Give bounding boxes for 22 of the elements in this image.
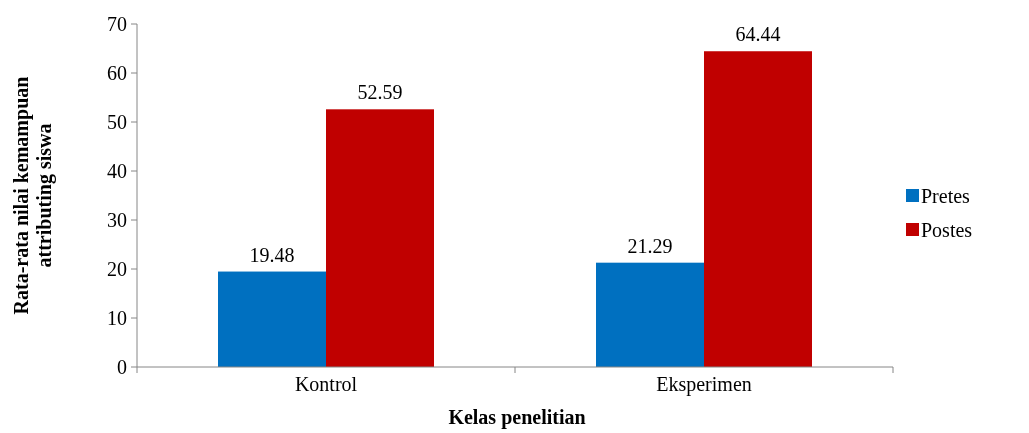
y-tick-label: 10 bbox=[107, 307, 127, 329]
bar bbox=[596, 262, 704, 367]
y-tick-label: 30 bbox=[107, 209, 127, 231]
y-tick-label: 40 bbox=[107, 160, 127, 182]
data-label: 19.48 bbox=[249, 243, 295, 266]
y-tick-label: 60 bbox=[107, 62, 127, 84]
data-label: 52.59 bbox=[357, 81, 403, 104]
y-tick-label: 20 bbox=[107, 258, 127, 280]
y-axis-title: Rata-rata nilai kemampuan attributing siswa bbox=[10, 76, 56, 315]
x-tick-label: Eksperimen bbox=[656, 373, 752, 396]
y-tick-label: 0 bbox=[117, 356, 127, 378]
bar bbox=[218, 271, 326, 367]
data-label: 21.29 bbox=[627, 234, 673, 257]
data-label: 64.44 bbox=[735, 23, 781, 46]
y-tick-label: 70 bbox=[107, 13, 127, 35]
bar bbox=[326, 109, 434, 367]
y-tick-label: 50 bbox=[107, 111, 127, 133]
x-axis-title: Kelas penelitian bbox=[448, 406, 586, 429]
legend-label: Postes bbox=[921, 219, 973, 241]
x-tick-label: Kontrol bbox=[294, 373, 358, 395]
bar bbox=[704, 51, 812, 367]
legend-label: Pretes bbox=[921, 185, 971, 207]
